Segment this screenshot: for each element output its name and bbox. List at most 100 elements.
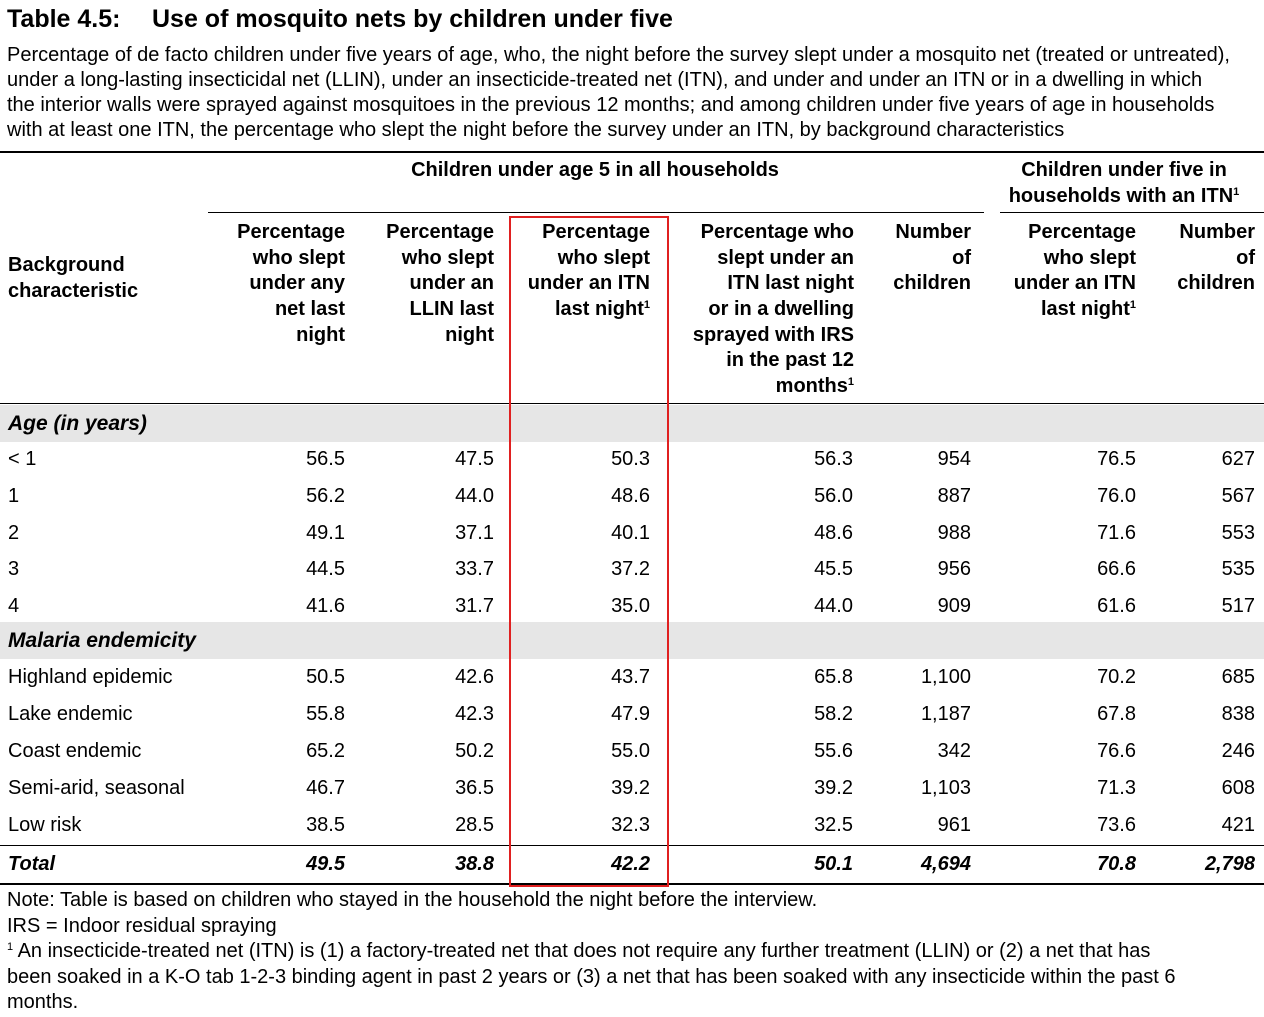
- table-cell: 50.5: [306, 666, 345, 688]
- table-cell: 38.5: [306, 814, 345, 836]
- table-cell: 4,694: [920, 853, 971, 875]
- table-cell: 32.5: [814, 814, 853, 836]
- table-cell: 685: [1221, 666, 1255, 688]
- table-title: Table 4.5: Use of mosquito nets by childr…: [7, 2, 1257, 36]
- table-cell: 421: [1221, 814, 1255, 836]
- table-title-text: Use of mosquito nets by children under f…: [152, 5, 673, 33]
- row-label: Semi-arid, seasonal: [8, 777, 185, 799]
- table-cell: 76.5: [1097, 448, 1136, 470]
- table-cell: 55.0: [611, 740, 650, 762]
- table-cell: 50.1: [814, 853, 853, 875]
- table-cell: 41.6: [306, 595, 345, 618]
- group-header-itn-households: Children under five in households with a…: [1008, 159, 1240, 207]
- table-cell: 35.0: [611, 595, 650, 618]
- table-cell: 56.5: [306, 448, 345, 470]
- table-cell: 627: [1221, 448, 1255, 470]
- table-cell: 76.0: [1097, 484, 1136, 507]
- footnote-line: 1 An insecticide-treated net (ITN) is (1…: [7, 940, 1151, 962]
- col-llin-header: Percentage who slept under an LLIN last …: [386, 221, 494, 346]
- table-cell: 988: [937, 521, 971, 544]
- table-cell: 31.7: [455, 595, 494, 618]
- col-number-children-itn-header: Number of children: [1177, 221, 1255, 295]
- table-cell: 961: [937, 814, 971, 836]
- table-cell: 44.0: [814, 595, 853, 618]
- table-cell: 76.6: [1097, 740, 1136, 762]
- header-bottom-rule: [0, 403, 1264, 404]
- table-cell: 37.1: [455, 521, 494, 544]
- table-cell: 553: [1221, 521, 1255, 544]
- col-number-children-header: Number of children: [893, 221, 971, 295]
- table-cell: 42.2: [611, 853, 650, 875]
- table-cell: 1,187: [920, 703, 971, 725]
- table-row: < 1 56.5 47.5 50.3 56.3 954 76.5 627: [0, 441, 1264, 478]
- table-cell: 49.5: [306, 853, 345, 875]
- table-row: 1 56.2 44.0 48.6 56.0 887 76.0 567: [0, 478, 1264, 515]
- table-cell: 50.3: [611, 448, 650, 470]
- col-itn-or-irs-header: Percentage who slept under an ITN last n…: [692, 221, 854, 398]
- table-cell: 66.6: [1097, 558, 1136, 581]
- table-cell: 28.5: [455, 814, 494, 836]
- col-any-net-header: Percentage who slept under any net last …: [237, 221, 345, 346]
- table-row: Coast endemic 65.2 50.2 55.0 55.6 342 76.6 246: [0, 733, 1264, 770]
- row-label: 1: [8, 484, 20, 507]
- table-cell: 56.3: [814, 448, 853, 470]
- section-header-age: Age (in years): [0, 405, 1264, 442]
- table-row: Lake endemic 55.8 42.3 47.9 58.2 1,187 67.8 838: [0, 696, 1264, 733]
- row-label: Highland epidemic: [8, 666, 173, 688]
- table-cell: 37.2: [611, 558, 650, 581]
- table-cell: 71.6: [1097, 521, 1136, 544]
- col-itn-household-header: Percentage who slept under an ITN last n…: [1013, 221, 1136, 321]
- table-cell: 956: [937, 558, 971, 581]
- table-cell: 70.8: [1097, 853, 1136, 875]
- table-row: 3 44.5 33.7 37.2 45.5 956 66.6 535: [0, 551, 1264, 588]
- group-rule-all: [208, 212, 984, 213]
- table-cell: 39.2: [814, 777, 853, 799]
- section-label: Age (in years): [8, 412, 147, 435]
- footnote-line: been soaked in a K-O tab 1-2-3 binding a…: [7, 965, 1176, 988]
- table-cell: 535: [1221, 558, 1255, 581]
- description-line: the interior walls were sprayed against …: [7, 94, 1215, 116]
- row-label: Lake endemic: [8, 703, 133, 725]
- col-itn-header: Percentage who slept under an ITN last n…: [527, 221, 650, 321]
- table-cell: 44.0: [455, 484, 494, 507]
- footnote-line: months.: [7, 991, 79, 1013]
- table-cell: 39.2: [611, 777, 650, 799]
- table-cell: 44.5: [306, 558, 345, 581]
- table-cell: 67.8: [1097, 703, 1136, 725]
- table-cell: 838: [1221, 703, 1255, 725]
- table-cell: 46.7: [306, 777, 345, 799]
- table-cell: 42.3: [455, 703, 494, 725]
- note-line: IRS = Indoor residual spraying: [7, 914, 277, 937]
- group-header-all-households: Children under age 5 in all households: [411, 159, 779, 181]
- table-row: 2 49.1 37.1 40.1 48.6 988 71.6 553: [0, 515, 1264, 552]
- note-line: Note: Table is based on children who sta…: [7, 889, 818, 911]
- table-cell: 517: [1221, 595, 1255, 618]
- table-cell: 246: [1221, 740, 1255, 762]
- table-cell: 65.8: [814, 666, 853, 688]
- table-row: Highland epidemic 50.5 42.6 43.7 65.8 1,100 70…: [0, 659, 1264, 696]
- row-label: 3: [8, 558, 20, 581]
- table-cell: 567: [1221, 484, 1255, 507]
- row-label: Coast endemic: [8, 740, 142, 762]
- table-cell: 73.6: [1097, 814, 1136, 836]
- table-cell: 2,798: [1204, 853, 1255, 875]
- table-cell: 909: [937, 595, 971, 618]
- table-cell: 55.6: [814, 740, 853, 762]
- row-label: 2: [8, 521, 20, 544]
- table-row: 4 41.6 31.7 35.0 44.0 909 61.6 517: [0, 588, 1264, 625]
- table-cell: 887: [937, 484, 971, 507]
- table-cell: 40.1: [611, 521, 650, 544]
- row-label: 4: [8, 595, 20, 618]
- table-cell: 342: [937, 740, 971, 762]
- row-label: Total: [8, 853, 56, 875]
- table-notes: Note: Table is based on children who sta…: [7, 888, 1262, 1016]
- table-cell: 47.9: [611, 703, 650, 725]
- table-cell: 58.2: [814, 703, 853, 725]
- table-cell: 50.2: [455, 740, 494, 762]
- table-cell: 43.7: [611, 666, 650, 688]
- table-cell: 55.8: [306, 703, 345, 725]
- table-number: Table 4.5:: [7, 5, 121, 33]
- table-row: Semi-arid, seasonal 46.7 36.5 39.2 39.2 1,103…: [0, 770, 1264, 807]
- section-label: Malaria endemicity: [8, 629, 196, 652]
